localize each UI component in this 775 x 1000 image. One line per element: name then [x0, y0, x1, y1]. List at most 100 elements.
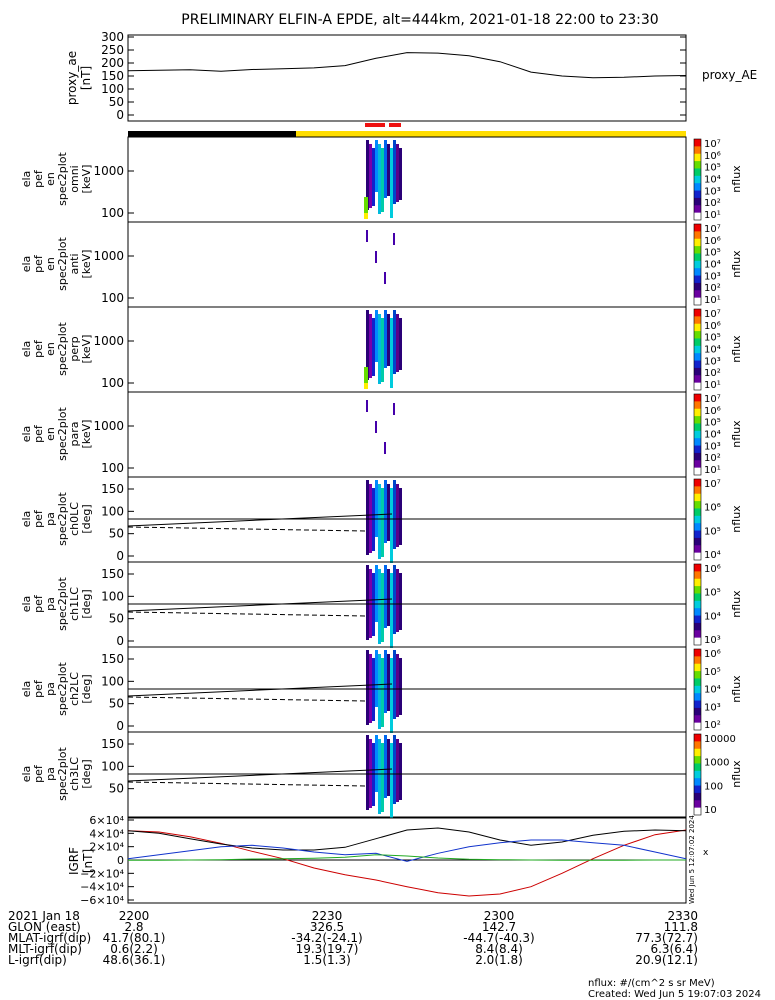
- colorbar-segment: [694, 600, 701, 609]
- igrf-ytick-label: 2×10⁴: [89, 841, 124, 854]
- spectrogram-ylabel-line: perp: [68, 336, 81, 361]
- igrf-bmag-line: [127, 827, 687, 851]
- spectrogram-ytick-label: 0: [116, 549, 124, 563]
- spectrogram-cell: [366, 400, 368, 412]
- colorbar-tick-label: 10⁴: [704, 430, 721, 441]
- colorbar-segment: [694, 238, 701, 247]
- loss-cone-line: [127, 683, 393, 697]
- spectrogram-cell: [396, 144, 399, 202]
- colorbar-segment: [694, 508, 701, 517]
- proxy-ae-ytick-label: 50: [109, 95, 124, 109]
- spectrogram-cell: [393, 310, 396, 374]
- spectrogram-ylabel-line: ela: [20, 256, 33, 273]
- colorbar-label: nflux: [730, 420, 743, 448]
- colorbar-segment: [694, 649, 701, 657]
- igrf-by-line: [127, 854, 686, 861]
- footer-cell: -44.7(-40.3): [463, 931, 534, 945]
- spectrogram-ylabel-line: ela: [20, 681, 33, 698]
- day-bar: [296, 131, 686, 137]
- sci-zone-bar-2: [389, 123, 401, 127]
- spectrogram-ytick-label: 100: [101, 759, 124, 773]
- spectrogram-ylabel-line: omni: [68, 165, 81, 192]
- colorbar-segment: [694, 741, 701, 750]
- anti-loss-cone-line: [127, 696, 367, 702]
- spectrogram-cell: [366, 735, 369, 810]
- colorbar-segment: [694, 678, 701, 687]
- spectrogram-ylabel-line: ela: [20, 341, 33, 358]
- anti-loss-cone-line: [127, 781, 367, 787]
- spectrogram-cell: [396, 484, 399, 547]
- spectrogram-cell: [384, 310, 387, 368]
- colorbar-tick-label: 10⁷: [704, 224, 721, 235]
- spectrogram-ytick-label: 150: [101, 567, 124, 581]
- colorbar-segment: [694, 734, 701, 742]
- colorbar-segment: [694, 748, 701, 757]
- spectrogram-cell: [372, 148, 375, 206]
- colorbar-frame: [693, 308, 702, 391]
- spectrogram-cell: [399, 148, 402, 200]
- colorbar-segment: [694, 367, 701, 376]
- footer-cell: L-igrf(dip): [8, 953, 67, 967]
- colorbar-segment: [694, 785, 701, 794]
- colorbar-tick-label: 10⁵: [704, 333, 721, 344]
- igrf-bz-line: [127, 839, 687, 862]
- spectrogram-ylabel-line: spec2plot: [56, 407, 69, 461]
- colorbar-tick-label: 10⁵: [704, 526, 721, 537]
- colorbar-segment: [694, 615, 701, 624]
- spectrogram-cell: [393, 403, 395, 415]
- spectrogram-ylabel-line: [keV]: [80, 165, 93, 194]
- colorbar-segment: [694, 408, 701, 417]
- spectrogram-ylabel-line: spec2plot: [56, 662, 69, 716]
- spectrogram-cell: [381, 148, 384, 212]
- footer-cell: 2200: [119, 909, 150, 923]
- spectrogram-cell: [381, 573, 384, 642]
- colorbar-segment: [694, 309, 701, 317]
- spectrogram-cell: [390, 488, 393, 563]
- spectrogram-cell-low: [364, 383, 368, 389]
- footer-cell: 41.7(80.1): [103, 931, 166, 945]
- igrf-bx-line: [127, 829, 687, 897]
- colorbar-segment: [694, 353, 701, 362]
- spectrogram-cell: [387, 144, 390, 196]
- spectrogram-cell: [384, 442, 386, 454]
- proxy-ae-ytick-label: 100: [101, 82, 124, 96]
- colorbar-frame: [693, 223, 702, 306]
- colorbar-segment: [694, 685, 701, 694]
- spectrogram-ylabel-line: ch1LC: [68, 587, 81, 621]
- colorbar-segment: [694, 246, 701, 254]
- footer-cell: 2.0(1.8): [475, 953, 523, 967]
- igrf-series: [127, 827, 687, 897]
- colorbar-segment: [694, 486, 701, 495]
- colorbar-segment: [694, 479, 701, 487]
- colorbar-tick-label: 10¹: [704, 210, 721, 221]
- proxy-ae-ytick-label: 150: [101, 69, 124, 83]
- spectrogram-ylabel-line: pef: [32, 764, 45, 783]
- spectrogram-cell: [378, 739, 381, 814]
- spectrogram-cell: [378, 484, 381, 559]
- footer-cell: 2230: [312, 909, 343, 923]
- colorbar-segment: [694, 552, 701, 561]
- colorbar-segment: [694, 715, 701, 724]
- spectrogram-ylabel-line: ela: [20, 426, 33, 443]
- colorbar-segment: [694, 401, 701, 410]
- colorbar-tick-label: 10⁴: [704, 611, 721, 622]
- colorbar-frame: [693, 393, 702, 476]
- spectrogram-cell: [387, 569, 390, 626]
- spectrogram-cell: [390, 658, 393, 733]
- colorbar-segment: [694, 260, 701, 269]
- igrf-ytick-label: −4×10⁴: [80, 881, 124, 894]
- spectrogram-cell: [378, 144, 381, 214]
- igrf-ytick-label: −6×10⁴: [80, 894, 124, 907]
- spectrogram-cell: [387, 314, 390, 366]
- proxy-ae-ylabel-2: [nT]: [79, 66, 93, 90]
- colorbar-segment: [694, 501, 701, 509]
- colorbar-segment: [694, 445, 701, 454]
- spectrogram-cell: [390, 318, 393, 388]
- spectrogram-ylabel-line: pa: [44, 682, 57, 696]
- footer-cell: 142.7: [482, 920, 516, 934]
- spectrogram-ytick-label: 100: [101, 674, 124, 688]
